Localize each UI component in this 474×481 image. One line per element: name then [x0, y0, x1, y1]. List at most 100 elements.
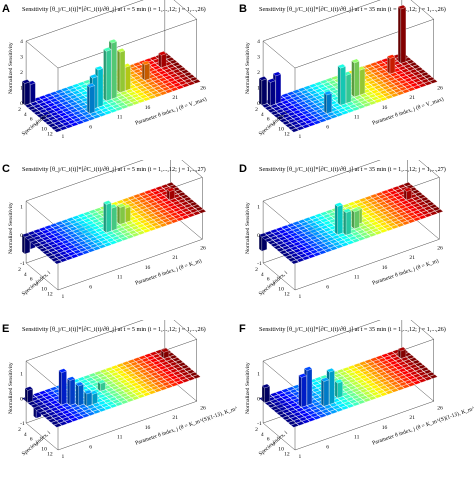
bar-23-12: [175, 85, 185, 90]
bar-top-face: [384, 74, 393, 79]
bar-21-9: [156, 376, 165, 382]
bar-18-10: [142, 221, 151, 227]
bar-top-face: [114, 231, 123, 236]
bar-top-face: [321, 113, 330, 119]
bar-top-face: [138, 355, 147, 360]
bar-top-face: [371, 96, 380, 101]
bar-26-7: [178, 198, 187, 204]
bar-top-face: [395, 358, 404, 364]
bar-16-10: [368, 225, 377, 231]
bar-22-4: [384, 199, 393, 204]
bar-top-face: [71, 215, 81, 220]
bar-top-face: [67, 112, 76, 118]
bar-11-1: [314, 213, 323, 218]
bar-24-12: [418, 83, 427, 88]
bar-24-1: [386, 351, 395, 356]
bar-21-8: [390, 79, 399, 84]
species-tick-label: 2: [18, 267, 21, 273]
bar-3-7: [50, 111, 59, 117]
bar-8-6: [312, 231, 321, 236]
bar-12-1: [319, 79, 329, 84]
bar-5-12: [75, 120, 85, 125]
bar-23-11: [172, 377, 182, 383]
bar-top-face: [264, 230, 273, 236]
bar-top-face: [72, 222, 81, 227]
bar-top-face: [181, 76, 190, 81]
bar-top-face: [64, 103, 73, 108]
bar-top-face: [97, 400, 107, 406]
bar-top-face: [412, 71, 421, 76]
bar-20-4: [373, 203, 382, 208]
bar-top-face: [150, 208, 159, 213]
bar-top-face: [100, 396, 109, 401]
bar-16-10: [368, 93, 377, 99]
bar-top-face: [304, 251, 313, 256]
bar-16-10: [131, 389, 140, 394]
bar-top-face: [418, 378, 427, 383]
bar-24-5: [161, 361, 170, 366]
bar-top-face: [135, 196, 145, 201]
bar-top-face: [404, 216, 413, 221]
bar-top-face: [387, 378, 396, 384]
bar-8-8: [81, 236, 90, 241]
bar-7-2: [58, 91, 67, 97]
bar-top-face: [284, 241, 293, 246]
bar-15-11: [365, 393, 374, 398]
bar-top-face: [395, 372, 404, 377]
bar-top-face: [284, 123, 294, 128]
bar-top-face: [95, 109, 104, 115]
bar-8-8: [318, 236, 327, 241]
bar-22-2: [378, 194, 387, 199]
bar-13-9: [111, 97, 120, 102]
bar-top-face: [86, 384, 95, 389]
bar-24-10: [175, 78, 184, 83]
bar-top-face: [276, 115, 285, 121]
bar-top-face: [106, 99, 115, 104]
bar-top-face: [150, 378, 159, 384]
bar-top-face: [365, 230, 374, 235]
bar-19-8: [142, 214, 151, 220]
bar-3-10: [59, 414, 68, 419]
bar-top-face: [130, 375, 139, 380]
bar-top-face: [89, 236, 98, 242]
bar-front-face: [326, 93, 332, 114]
bar-top-face: [379, 96, 388, 102]
z-tick-label: 0: [257, 233, 260, 239]
box-edge: [262, 40, 296, 69]
bar-7-8: [75, 106, 84, 111]
bar-top-face: [367, 198, 376, 203]
bar-top-face: [166, 187, 175, 192]
bar-top-face: [309, 104, 318, 109]
bar-6-1: [286, 386, 295, 391]
bar-top-face: [386, 194, 396, 200]
bar-25-7: [409, 68, 418, 74]
bar-top-face: [381, 203, 390, 209]
bar-15-10: [125, 391, 134, 396]
bar-top-face: [137, 98, 146, 104]
bar-top-face: [166, 202, 176, 208]
bar-2-4: [273, 401, 282, 407]
bar-top-face: [83, 225, 92, 230]
bar-top-face: [100, 389, 109, 394]
bar-17-5: [359, 374, 368, 380]
bar-top-face: [163, 356, 173, 362]
bar-top-face: [97, 237, 107, 242]
bar-top-face: [146, 355, 156, 361]
bar-top-face: [94, 221, 103, 226]
bar-top-face: [370, 364, 379, 369]
bar-top-face: [75, 381, 84, 387]
bar-top-face: [149, 351, 158, 356]
box-edge: [26, 320, 144, 362]
bar-top-face: [423, 369, 432, 374]
z-tick-label: 1: [20, 205, 23, 211]
bar-21-11: [161, 381, 171, 387]
species-tick-label: 2: [18, 107, 21, 113]
bar-top-face: [164, 68, 173, 73]
bar-top-face: [125, 384, 134, 389]
bar-19-12: [390, 224, 399, 230]
bar-23-10: [170, 212, 179, 217]
bar-top-face: [33, 235, 42, 241]
bar-16-2: [345, 369, 354, 374]
bar-top-face: [362, 234, 372, 239]
bar-16-3: [347, 371, 357, 377]
